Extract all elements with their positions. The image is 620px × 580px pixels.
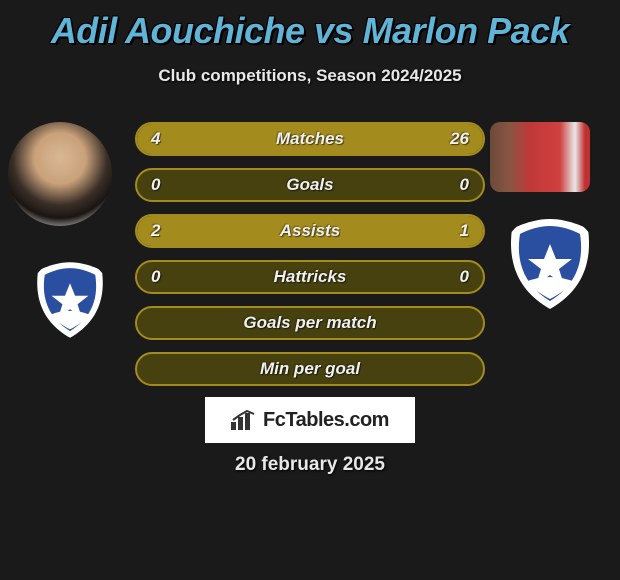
subtitle: Club competitions, Season 2024/2025 <box>0 66 620 86</box>
stat-row: 00Hattricks <box>135 260 485 294</box>
stat-label: Assists <box>137 216 483 246</box>
player2-photo <box>490 122 590 192</box>
stat-label: Goals <box>137 170 483 200</box>
player1-photo <box>8 122 112 226</box>
stat-row: 426Matches <box>135 122 485 156</box>
player2-club-badge <box>500 214 600 314</box>
stat-row: 21Assists <box>135 214 485 248</box>
stat-label: Hattricks <box>137 262 483 292</box>
stats-container: 426Matches 00Goals 21Assists 00Hattricks Goa… <box>135 122 485 398</box>
fctables-brand: FcTables.com <box>205 397 415 443</box>
player2-name: Marlon Pack <box>363 10 570 51</box>
stat-row: Goals per match <box>135 306 485 340</box>
comparison-title: Adil Aouchiche vs Marlon Pack <box>0 0 620 52</box>
vs-separator: vs <box>314 10 353 51</box>
stat-label: Matches <box>137 124 483 154</box>
stat-label: Goals per match <box>137 308 483 338</box>
snapshot-date: 20 february 2025 <box>0 454 620 476</box>
chart-icon <box>231 410 257 430</box>
stat-row: 00Goals <box>135 168 485 202</box>
stat-row: Min per goal <box>135 352 485 386</box>
player1-name: Adil Aouchiche <box>51 10 305 51</box>
fctables-brand-text: FcTables.com <box>263 409 389 432</box>
player1-club-badge <box>28 258 112 342</box>
stat-label: Min per goal <box>137 354 483 384</box>
